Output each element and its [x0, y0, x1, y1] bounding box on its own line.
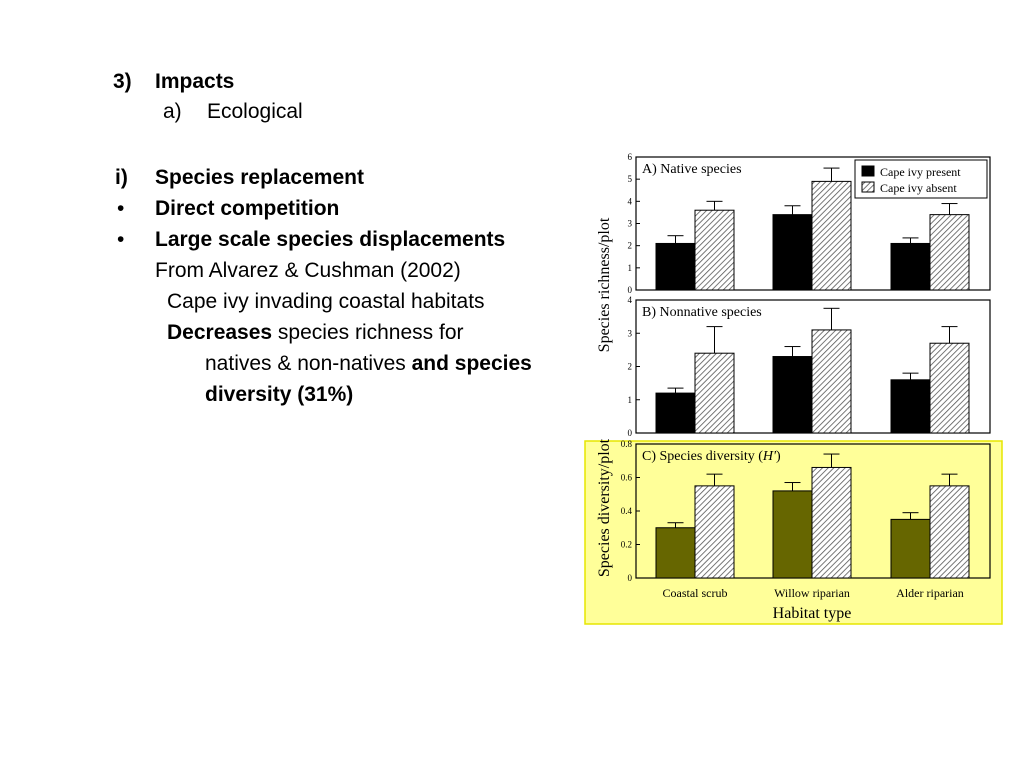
y-tick-label: 0.6	[621, 473, 633, 483]
y-tick-label: 2	[628, 362, 633, 372]
ecological-subheading: Ecological	[207, 100, 303, 123]
impacts-heading: Impacts	[155, 70, 235, 93]
x-category-label: Willow riparian	[774, 586, 850, 600]
y-tick-label: 1	[628, 263, 633, 273]
x-category-label: Alder riparian	[896, 586, 964, 600]
bar-cape-ivy-absent	[694, 485, 735, 579]
bar-cape-ivy-present	[655, 242, 696, 291]
bar-cape-ivy-present	[890, 242, 931, 291]
bar-cape-ivy-absent	[929, 342, 970, 434]
bar-cape-ivy-absent	[929, 214, 970, 291]
decreases-line: Decreases species richness for	[167, 320, 464, 346]
bar-cape-ivy-present	[772, 490, 813, 579]
natives-line: natives & non-natives and species	[205, 351, 532, 377]
panel-title: C) Species diversity (H')	[642, 449, 781, 464]
bar-cape-ivy-present	[890, 379, 931, 434]
y-tick-label: 4	[628, 295, 633, 305]
bullet-icon: •	[117, 197, 125, 220]
bar-cape-ivy-present	[655, 527, 696, 579]
diversity-line: diversity (31%)	[205, 383, 354, 406]
panel-title: B) Nonnative species	[642, 305, 762, 320]
y-tick-label: 2	[628, 241, 633, 251]
legend-swatch-absent	[861, 181, 875, 193]
y-tick-label: 1	[628, 395, 633, 405]
y-tick-label: 0.2	[621, 540, 632, 550]
y-tick-label: 0.4	[621, 506, 633, 516]
legend-swatch-present	[861, 165, 875, 177]
bar-cape-ivy-absent	[694, 209, 735, 291]
y-tick-label: 6	[628, 152, 633, 162]
y-axis-label-diversity: Species diversity/plot	[596, 438, 613, 577]
bar-cape-ivy-absent	[694, 352, 735, 434]
species-replacement-item: Species replacement	[155, 166, 364, 189]
cape-ivy-invading-line: Cape ivy invading coastal habitats	[167, 290, 485, 313]
panel-title: A) Native species	[642, 162, 742, 177]
bar-cape-ivy-absent	[811, 329, 852, 434]
bar-cape-ivy-absent	[811, 180, 852, 291]
legend-label-absent: Cape ivy absent	[880, 181, 957, 195]
species-replacement-marker: i)	[115, 166, 128, 189]
y-tick-label: 0.8	[621, 439, 633, 449]
large-scale-displacement-item: Large scale species displacements	[155, 228, 506, 251]
x-axis-label: Habitat type	[773, 605, 852, 622]
decreases-rest: species richness for	[272, 321, 464, 344]
bar-cape-ivy-present	[890, 518, 931, 579]
y-tick-label: 0	[628, 428, 633, 438]
x-category-label: Coastal scrub	[663, 586, 728, 600]
y-tick-label: 4	[628, 196, 633, 206]
y-tick-label: 5	[628, 174, 633, 184]
impacts-number: 3)	[113, 70, 132, 93]
y-tick-label: 3	[628, 219, 633, 229]
legend-box	[854, 159, 988, 199]
bar-cape-ivy-present	[772, 356, 813, 434]
bar-cape-ivy-present	[772, 214, 813, 291]
bar-cape-ivy-absent	[811, 466, 852, 579]
y-tick-label: 3	[628, 328, 633, 338]
decreases-emphasis: Decreases	[167, 321, 273, 344]
source-citation: From Alvarez & Cushman (2002)	[155, 259, 461, 282]
y-tick-label: 0	[628, 285, 633, 295]
natives-text: natives & non-natives	[205, 352, 412, 375]
bar-cape-ivy-absent	[929, 485, 970, 579]
and-species-emphasis: and species	[411, 352, 532, 375]
bullet-icon: •	[117, 228, 125, 251]
bar-cape-ivy-present	[655, 392, 696, 434]
legend-label-present: Cape ivy present	[880, 165, 961, 179]
y-axis-label-richness: Species richness/plot	[596, 217, 613, 352]
y-tick-label: 0	[628, 573, 633, 583]
direct-competition-item: Direct competition	[155, 197, 340, 220]
ecological-letter: a)	[163, 100, 182, 123]
